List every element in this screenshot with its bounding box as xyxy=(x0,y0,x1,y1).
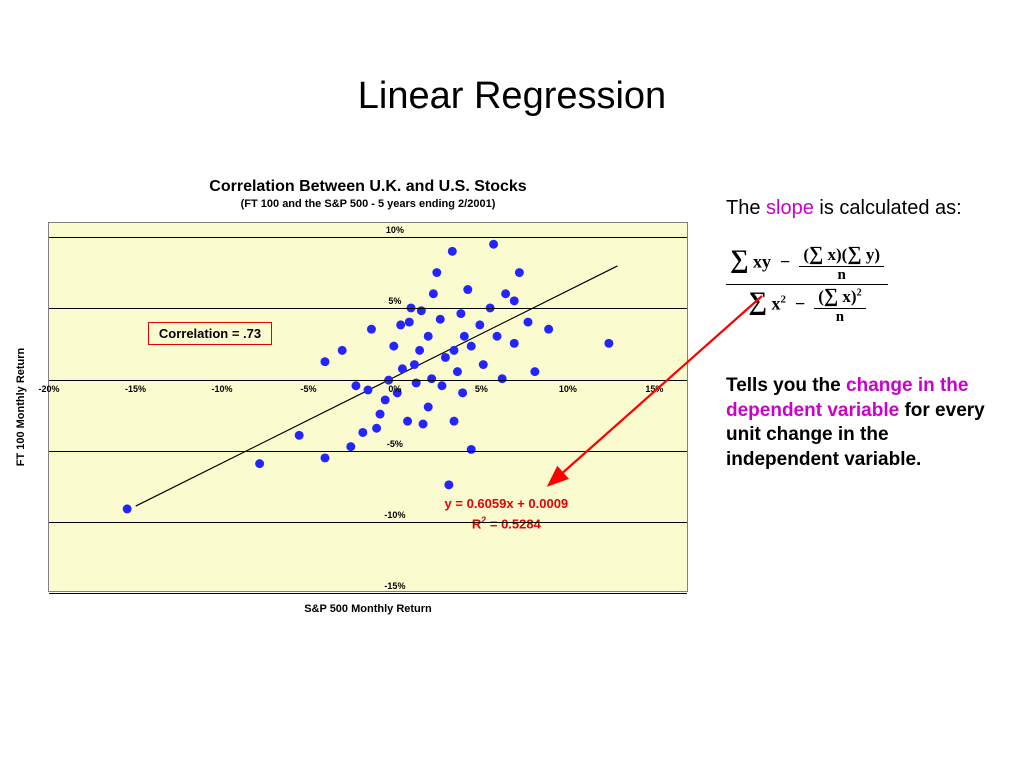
data-point xyxy=(338,346,347,355)
slope-intro-text: The slope is calculated as: xyxy=(726,196,988,221)
data-point xyxy=(432,268,441,277)
data-point xyxy=(515,268,524,277)
data-point xyxy=(467,342,476,351)
formula-numerator: ∑ xy − (∑ x)(∑ y) n xyxy=(726,243,888,284)
scatter-svg xyxy=(49,223,687,591)
data-point xyxy=(364,386,373,395)
data-point xyxy=(424,332,433,341)
data-point xyxy=(410,360,419,369)
data-point xyxy=(295,431,304,440)
data-point xyxy=(321,453,330,462)
data-point xyxy=(453,367,462,376)
data-point xyxy=(438,381,447,390)
slope-word: slope xyxy=(766,197,814,219)
data-point xyxy=(493,332,502,341)
chart-container: Correlation Between U.K. and U.S. Stocks… xyxy=(48,178,688,618)
equation-line2-suffix: = 0.5284 xyxy=(486,516,541,531)
right-panel: The slope is calculated as: ∑ xy − (∑ x)… xyxy=(726,196,988,473)
data-point xyxy=(398,364,407,373)
data-point xyxy=(467,445,476,454)
x-tick-label: 5% xyxy=(475,384,488,394)
formula-denominator: ∑ x2 − (∑ x)2 n xyxy=(726,285,888,326)
y-tick-label: -5% xyxy=(387,439,403,449)
x-tick-label: -15% xyxy=(125,384,146,394)
data-point xyxy=(530,367,539,376)
data-point xyxy=(463,285,472,294)
data-point xyxy=(405,318,414,327)
data-point xyxy=(123,504,132,513)
x-tick-label: 15% xyxy=(645,384,663,394)
data-point xyxy=(510,339,519,348)
equation-line2-prefix: R xyxy=(472,516,481,531)
slope-intro-post: is calculated as: xyxy=(814,197,962,219)
data-point xyxy=(351,381,360,390)
data-point xyxy=(419,420,428,429)
y-tick-label: -15% xyxy=(384,581,405,591)
data-point xyxy=(458,388,467,397)
y-axis-title: FT 100 Monthly Return xyxy=(15,348,27,467)
gridline xyxy=(49,451,687,452)
data-point xyxy=(429,289,438,298)
chart-subtitle: (FT 100 and the S&P 500 - 5 years ending… xyxy=(48,198,688,210)
gridline xyxy=(49,522,687,523)
data-point xyxy=(376,410,385,419)
x-tick-label: 10% xyxy=(559,384,577,394)
data-point xyxy=(448,247,457,256)
data-point xyxy=(358,428,367,437)
correlation-box: Correlation = .73 xyxy=(148,322,272,345)
data-point xyxy=(415,346,424,355)
slide-title: Linear Regression xyxy=(0,75,1024,118)
y-tick-label: 5% xyxy=(388,296,401,306)
data-point xyxy=(456,309,465,318)
data-point xyxy=(450,346,459,355)
data-point xyxy=(524,318,533,327)
data-point xyxy=(510,296,519,305)
regression-line xyxy=(136,266,618,506)
x-tick-label: 0% xyxy=(388,384,401,394)
data-point xyxy=(381,395,390,404)
y-tick-label: 10% xyxy=(386,225,404,235)
data-point xyxy=(460,332,469,341)
plot-area: Correlation = .73 y = 0.6059x + 0.0009 R… xyxy=(48,222,688,592)
x-tick-label: -20% xyxy=(38,384,59,394)
gridline xyxy=(49,380,687,381)
data-point xyxy=(444,480,453,489)
slope-intro-pre: The xyxy=(726,197,766,219)
data-point xyxy=(441,353,450,362)
data-point xyxy=(396,320,405,329)
data-point xyxy=(489,240,498,249)
y-tick-label: -10% xyxy=(384,510,405,520)
data-point xyxy=(604,339,613,348)
regression-equation: y = 0.6059x + 0.0009 R2 = 0.5284 xyxy=(445,495,569,533)
data-point xyxy=(367,325,376,334)
gridline xyxy=(49,308,687,309)
data-point xyxy=(424,403,433,412)
x-tick-label: -10% xyxy=(211,384,232,394)
gridline xyxy=(49,593,687,594)
data-point xyxy=(255,459,264,468)
chart-title: Correlation Between U.K. and U.S. Stocks xyxy=(48,178,688,196)
gridline xyxy=(49,237,687,238)
formula-main-fraction: ∑ xy − (∑ x)(∑ y) n ∑ x2 − (∑ x)2 n xyxy=(726,243,888,326)
data-point xyxy=(436,315,445,324)
data-point xyxy=(450,417,459,426)
tells-pre: Tells you the xyxy=(726,375,846,396)
data-point xyxy=(372,424,381,433)
data-point xyxy=(479,360,488,369)
data-point xyxy=(403,417,412,426)
tells-block: Tells you the change in the dependent va… xyxy=(726,374,988,473)
data-point xyxy=(321,357,330,366)
x-axis-title: S&P 500 Monthly Return xyxy=(49,603,687,615)
data-point xyxy=(475,320,484,329)
x-tick-label: -5% xyxy=(300,384,316,394)
data-point xyxy=(501,289,510,298)
data-point xyxy=(389,342,398,351)
data-point xyxy=(544,325,553,334)
slope-formula: ∑ xy − (∑ x)(∑ y) n ∑ x2 − (∑ x)2 n xyxy=(726,243,988,326)
equation-line1: y = 0.6059x + 0.0009 xyxy=(445,496,569,511)
